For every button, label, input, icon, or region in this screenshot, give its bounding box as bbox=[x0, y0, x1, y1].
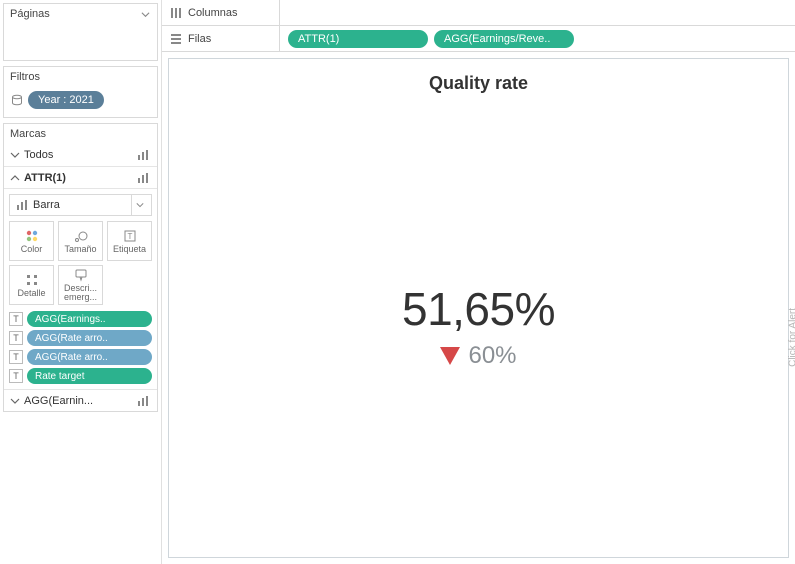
viz-title: Quality rate bbox=[429, 73, 528, 94]
label-t-icon: T bbox=[9, 331, 23, 345]
viz-big-number: 51,65% bbox=[402, 282, 555, 336]
mark-pill-row[interactable]: T AGG(Rate arro.. bbox=[9, 330, 152, 346]
rows-pill-attr1[interactable]: ATTR(1) bbox=[288, 30, 428, 48]
marks-row-todos[interactable]: Todos bbox=[4, 144, 157, 166]
rows-shelf[interactable]: Filas ATTR(1) AGG(Earnings/Reve.. bbox=[162, 26, 795, 52]
label-icon: T bbox=[123, 229, 137, 243]
click-for-alert[interactable]: Click for Alert bbox=[788, 308, 795, 367]
bars-icon bbox=[135, 149, 151, 161]
columns-icon bbox=[170, 7, 182, 19]
paginas-dropdown-icon[interactable] bbox=[140, 9, 151, 20]
paginas-shelf[interactable]: Páginas bbox=[3, 3, 158, 61]
filtros-shelf: Filtros Year : 2021 bbox=[3, 66, 158, 118]
bars-icon bbox=[135, 395, 151, 407]
card-tamano[interactable]: Tamaño bbox=[58, 221, 103, 261]
bars-icon bbox=[135, 172, 151, 184]
mark-pill-row[interactable]: T AGG(Earnings.. bbox=[9, 311, 152, 327]
color-icon bbox=[25, 229, 39, 243]
viz-canvas: Quality rate 51,65% 60% bbox=[168, 58, 789, 558]
bars-icon bbox=[14, 199, 30, 211]
size-icon bbox=[74, 229, 88, 243]
columns-shelf[interactable]: Columnas bbox=[162, 0, 795, 26]
detail-icon bbox=[25, 273, 39, 287]
svg-text:T: T bbox=[127, 232, 132, 241]
arrow-down-icon bbox=[440, 347, 460, 365]
database-icon bbox=[10, 93, 24, 107]
mark-pill-row[interactable]: T Rate target bbox=[9, 368, 152, 384]
viz-target-row: 60% bbox=[440, 342, 516, 370]
card-tooltip[interactable]: Descri... emerg... bbox=[58, 265, 103, 305]
marks-attr1-body: Barra Color bbox=[4, 188, 157, 389]
rows-icon bbox=[170, 33, 182, 45]
chevron-down-icon bbox=[10, 150, 22, 160]
filter-pill-year[interactable]: Year : 2021 bbox=[28, 91, 104, 109]
tooltip-icon bbox=[74, 268, 88, 282]
chevron-down-icon bbox=[10, 396, 22, 406]
marcas-shelf: Marcas Todos A bbox=[3, 123, 158, 412]
label-t-icon: T bbox=[9, 312, 23, 326]
marks-row-attr1[interactable]: ATTR(1) bbox=[4, 166, 157, 188]
mark-type-dropdown[interactable]: Barra bbox=[9, 194, 152, 216]
label-t-icon: T bbox=[9, 350, 23, 364]
filtros-title: Filtros bbox=[10, 71, 40, 83]
chevron-down-icon[interactable] bbox=[131, 195, 147, 215]
card-detalle[interactable]: Detalle bbox=[9, 265, 54, 305]
viz-target-value: 60% bbox=[468, 342, 516, 370]
marcas-title: Marcas bbox=[10, 128, 46, 140]
mark-pill-row[interactable]: T AGG(Rate arro.. bbox=[9, 349, 152, 365]
chevron-up-icon bbox=[10, 173, 22, 183]
paginas-title: Páginas bbox=[10, 8, 50, 20]
card-color[interactable]: Color bbox=[9, 221, 54, 261]
marks-row-agg-earnings[interactable]: AGG(Earnin... bbox=[4, 389, 157, 411]
rows-pill-agg-earnings[interactable]: AGG(Earnings/Reve.. bbox=[434, 30, 574, 48]
label-t-icon: T bbox=[9, 369, 23, 383]
card-etiqueta[interactable]: T Etiqueta bbox=[107, 221, 152, 261]
